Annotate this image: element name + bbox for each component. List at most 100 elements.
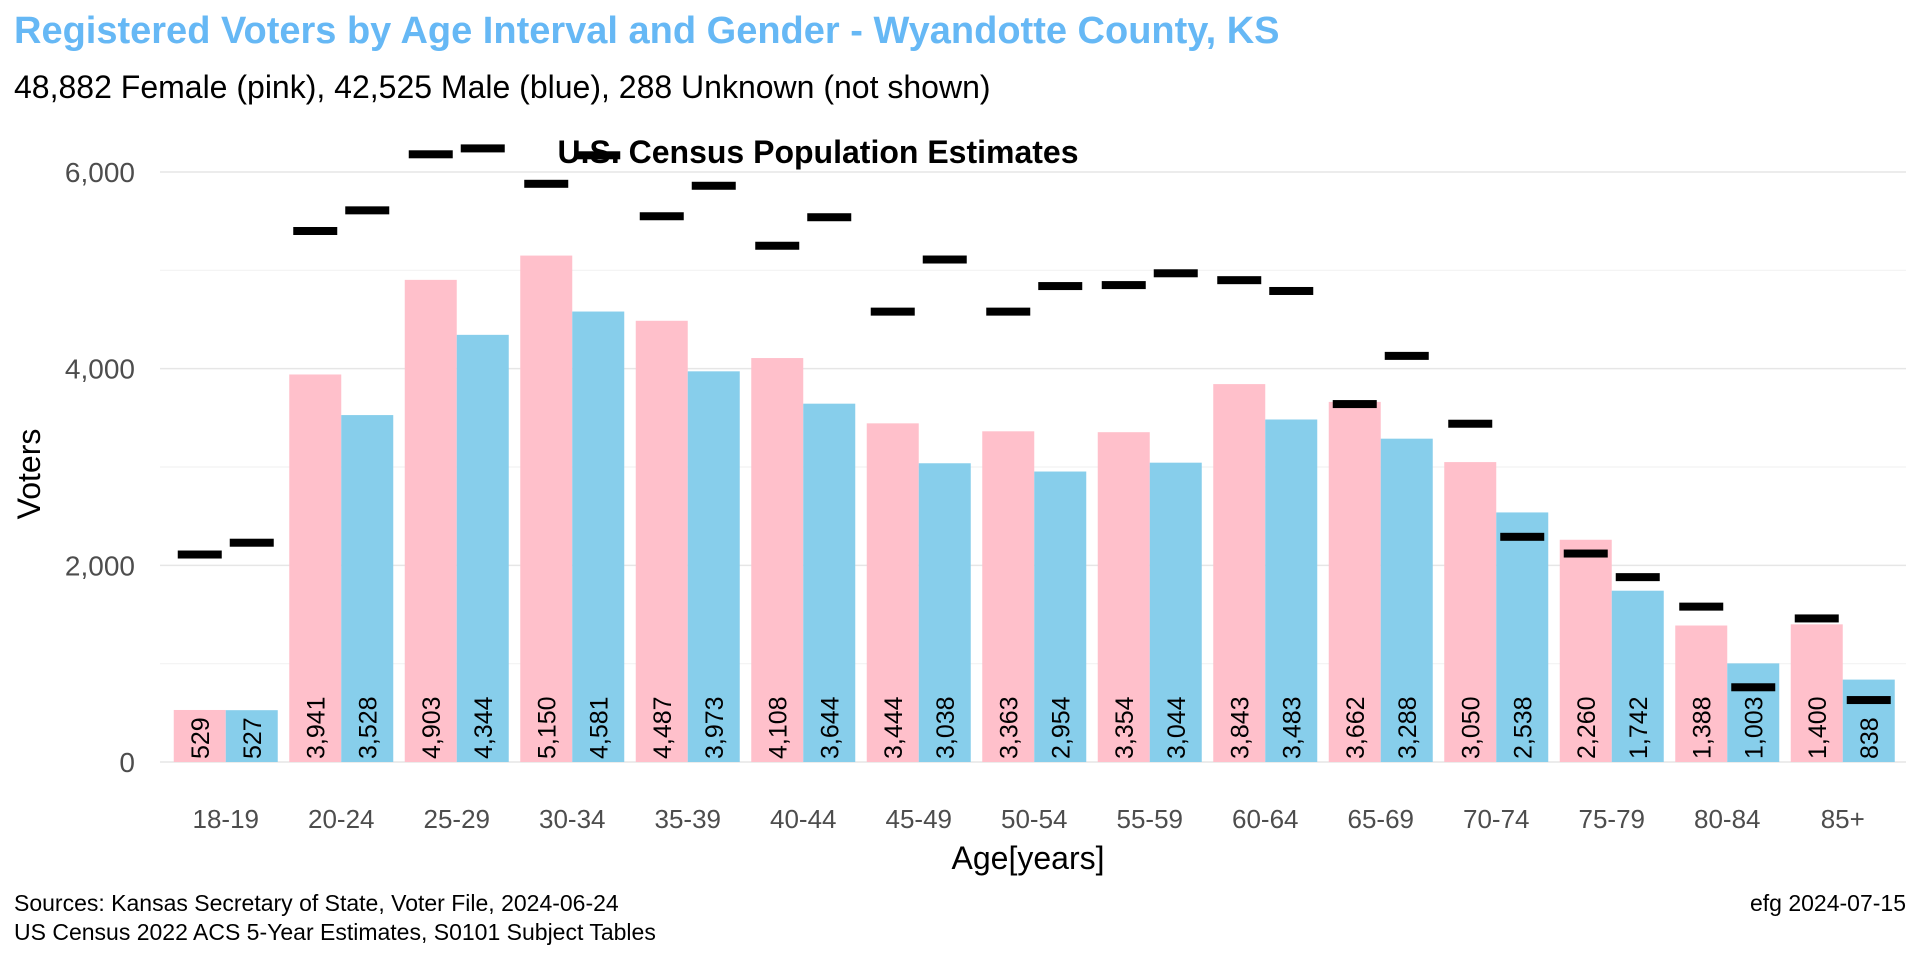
bar-value-label: 3,941 <box>302 696 330 759</box>
census-marker-male <box>691 181 736 190</box>
bar-female <box>751 358 804 762</box>
bar-value-label: 3,528 <box>354 696 382 759</box>
bar-value-label: 3,044 <box>1163 696 1191 759</box>
census-marker-male <box>1846 696 1891 705</box>
census-marker-female <box>755 241 800 250</box>
census-marker-female <box>1217 276 1262 285</box>
census-marker-female <box>639 212 684 221</box>
bar-female <box>173 709 226 762</box>
x-tick-label: 25-29 <box>424 804 491 834</box>
bar-male <box>225 710 278 762</box>
bar-value-label: 3,363 <box>995 696 1023 759</box>
census-marker-female <box>870 307 915 316</box>
census-marker-male <box>1500 532 1545 541</box>
bar-value-label: 527 <box>239 717 267 759</box>
bar-value-label: 4,903 <box>418 696 446 759</box>
x-tick-label: 55-59 <box>1117 804 1184 834</box>
bar-male <box>918 463 971 762</box>
x-tick-label: 40-44 <box>770 804 837 834</box>
x-tick-label: 80-84 <box>1694 804 1761 834</box>
y-tick-label: 4,000 <box>65 354 135 385</box>
bar-male <box>572 311 625 762</box>
bar-value-label: 838 <box>1856 717 1884 759</box>
bar-value-label: 1,388 <box>1688 696 1716 759</box>
y-tick-label: 6,000 <box>65 157 135 188</box>
bar-value-label: 3,662 <box>1342 696 1370 759</box>
bar-male <box>1265 419 1318 762</box>
bar-female <box>635 320 688 762</box>
census-marker-female <box>524 179 569 188</box>
bar-male <box>687 371 740 762</box>
bar-male <box>341 415 394 762</box>
census-marker-female <box>1794 614 1839 623</box>
x-axis-label: Age[years] <box>952 840 1105 876</box>
census-marker-male <box>576 151 621 160</box>
bar-value-label: 1,003 <box>1740 696 1768 759</box>
bar-female <box>1444 462 1497 762</box>
x-tick-label: 65-69 <box>1348 804 1415 834</box>
y-axis-label: Voters <box>11 429 47 520</box>
bar-value-label: 3,050 <box>1457 696 1485 759</box>
census-marker-female <box>1563 549 1608 558</box>
bar-value-label: 5,150 <box>533 696 561 759</box>
census-annotation: U.S. Census Population Estimates <box>558 134 1079 170</box>
bar-labels: 529 527 3,941 3,528 4,903 4,344 5,150 4,581 4,48… <box>187 696 1884 759</box>
bar-male <box>1727 663 1780 762</box>
census-marker-female <box>408 150 453 159</box>
bar-female <box>289 374 342 762</box>
census-marker-male <box>1038 282 1083 291</box>
census-marker-female <box>177 550 222 559</box>
x-tick-label: 45-49 <box>886 804 953 834</box>
bar-male <box>1842 679 1895 762</box>
bars <box>173 255 1895 763</box>
x-tick-label: 60-64 <box>1232 804 1299 834</box>
bar-female <box>1213 384 1266 762</box>
census-marker-female <box>293 227 338 235</box>
x-tick-label: 85+ <box>1821 804 1865 834</box>
bar-value-label: 4,344 <box>470 696 498 759</box>
x-tick-label: 50-54 <box>1001 804 1068 834</box>
census-marker-male <box>229 538 274 547</box>
bar-value-label: 3,843 <box>1226 696 1254 759</box>
y-tick-label: 0 <box>119 747 135 778</box>
bar-value-label: 1,742 <box>1625 696 1653 759</box>
bar-male <box>1611 590 1664 762</box>
x-tick-label: 20-24 <box>308 804 375 834</box>
bar-value-label: 3,973 <box>701 696 729 759</box>
x-tick-label: 18-19 <box>193 804 260 834</box>
bar-female <box>1790 624 1843 762</box>
bar-value-label: 2,538 <box>1509 696 1537 759</box>
x-axis-ticks: 18-19 20-24 25-29 30-34 35-39 40-44 45-49 50-54… <box>193 804 1865 834</box>
census-marker-female <box>1448 419 1493 428</box>
y-axis-ticks: 0 2,000 4,000 6,000 <box>65 157 135 778</box>
bar-male <box>456 334 509 762</box>
bar-value-label: 3,038 <box>932 696 960 759</box>
bar-value-label: 3,354 <box>1111 696 1139 759</box>
bar-value-label: 3,644 <box>816 696 844 759</box>
x-tick-label: 70-74 <box>1463 804 1530 834</box>
census-marker-male <box>807 213 852 222</box>
bar-male <box>803 403 856 762</box>
bar-value-label: 2,954 <box>1047 696 1075 759</box>
bar-value-label: 4,487 <box>649 696 677 759</box>
bar-value-label: 529 <box>187 717 215 759</box>
census-marker-female <box>1679 602 1724 611</box>
bar-value-label: 3,444 <box>880 696 908 759</box>
census-marker-male <box>1731 683 1776 692</box>
bar-value-label: 3,288 <box>1394 696 1422 759</box>
bar-value-label: 4,108 <box>764 696 792 759</box>
census-marker-female <box>1332 400 1377 409</box>
x-tick-label: 30-34 <box>539 804 606 834</box>
bar-female <box>982 431 1035 762</box>
x-tick-label: 75-79 <box>1579 804 1646 834</box>
bar-male <box>1496 512 1549 762</box>
source-line-2: US Census 2022 ACS 5-Year Estimates, S01… <box>14 919 656 945</box>
bar-male <box>1034 471 1087 762</box>
bar-female <box>404 279 457 762</box>
chart-title: Registered Voters by Age Interval and Ge… <box>14 10 1280 52</box>
bar-male <box>1149 462 1202 762</box>
credit: efg 2024-07-15 <box>1750 890 1906 916</box>
census-marker-male <box>460 144 505 153</box>
census-marker-male <box>1384 351 1429 360</box>
